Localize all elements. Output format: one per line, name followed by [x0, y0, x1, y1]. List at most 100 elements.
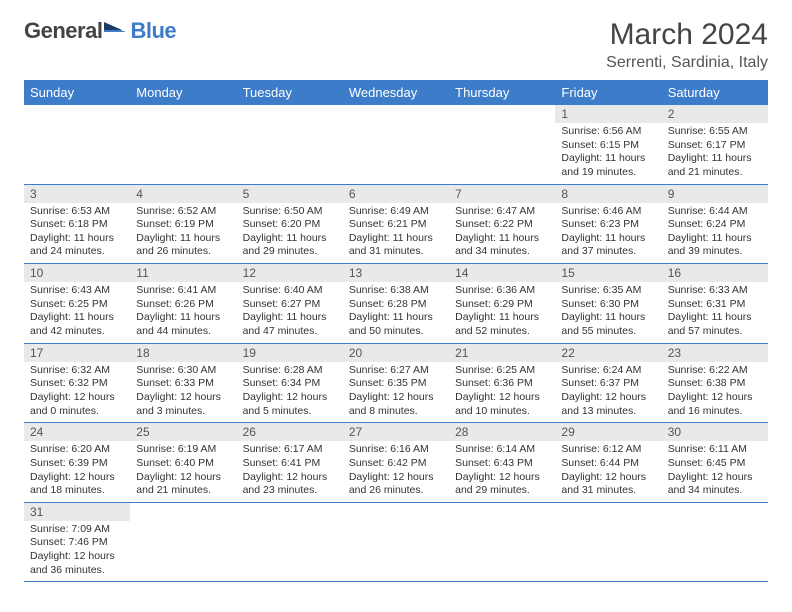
daylight-line: Daylight: 12 hours and 13 minutes. [561, 391, 655, 418]
daylight-line: Daylight: 11 hours and 26 minutes. [136, 232, 230, 259]
day-number: 8 [555, 185, 661, 203]
calendar-cell: 31Sunrise: 7:09 AMSunset: 7:46 PMDayligh… [24, 502, 130, 582]
day-number: 13 [343, 264, 449, 282]
day-details: Sunrise: 6:50 AMSunset: 6:20 PMDaylight:… [237, 203, 343, 264]
sunset-line: Sunset: 6:18 PM [30, 218, 124, 232]
sunset-line: Sunset: 6:44 PM [561, 457, 655, 471]
sunset-line: Sunset: 6:15 PM [561, 139, 655, 153]
calendar-cell: 17Sunrise: 6:32 AMSunset: 6:32 PMDayligh… [24, 343, 130, 423]
calendar-row: 24Sunrise: 6:20 AMSunset: 6:39 PMDayligh… [24, 423, 768, 503]
weekday-header: Thursday [449, 80, 555, 105]
day-number: 25 [130, 423, 236, 441]
daylight-line: Daylight: 12 hours and 29 minutes. [455, 471, 549, 498]
daylight-line: Daylight: 11 hours and 37 minutes. [561, 232, 655, 259]
day-details: Sunrise: 6:55 AMSunset: 6:17 PMDaylight:… [662, 123, 768, 184]
calendar-cell: 27Sunrise: 6:16 AMSunset: 6:42 PMDayligh… [343, 423, 449, 503]
calendar-cell: 2Sunrise: 6:55 AMSunset: 6:17 PMDaylight… [662, 105, 768, 184]
sunset-line: Sunset: 6:30 PM [561, 298, 655, 312]
sunrise-line: Sunrise: 6:19 AM [136, 443, 230, 457]
calendar-cell: 21Sunrise: 6:25 AMSunset: 6:36 PMDayligh… [449, 343, 555, 423]
calendar-cell: 5Sunrise: 6:50 AMSunset: 6:20 PMDaylight… [237, 184, 343, 264]
sunset-line: Sunset: 6:33 PM [136, 377, 230, 391]
sunset-line: Sunset: 6:22 PM [455, 218, 549, 232]
sunrise-line: Sunrise: 6:53 AM [30, 205, 124, 219]
flag-icon [104, 20, 128, 38]
day-number: 21 [449, 344, 555, 362]
day-number: 27 [343, 423, 449, 441]
calendar-cell: 9Sunrise: 6:44 AMSunset: 6:24 PMDaylight… [662, 184, 768, 264]
calendar-row: 31Sunrise: 7:09 AMSunset: 7:46 PMDayligh… [24, 502, 768, 582]
calendar-cell-blank [237, 502, 343, 582]
calendar-cell-blank [130, 105, 236, 184]
calendar-cell: 3Sunrise: 6:53 AMSunset: 6:18 PMDaylight… [24, 184, 130, 264]
daylight-line: Daylight: 11 hours and 29 minutes. [243, 232, 337, 259]
sunrise-line: Sunrise: 6:55 AM [668, 125, 762, 139]
page-header: GeneralBlue March 2024 Serrenti, Sardini… [24, 18, 768, 72]
sunset-line: Sunset: 6:27 PM [243, 298, 337, 312]
day-number: 24 [24, 423, 130, 441]
day-number: 10 [24, 264, 130, 282]
weekday-header: Friday [555, 80, 661, 105]
day-details: Sunrise: 6:46 AMSunset: 6:23 PMDaylight:… [555, 203, 661, 264]
day-number: 14 [449, 264, 555, 282]
weekday-header: Monday [130, 80, 236, 105]
day-details: Sunrise: 6:32 AMSunset: 6:32 PMDaylight:… [24, 362, 130, 423]
sunrise-line: Sunrise: 6:27 AM [349, 364, 443, 378]
sunrise-line: Sunrise: 6:20 AM [30, 443, 124, 457]
day-number: 6 [343, 185, 449, 203]
day-details: Sunrise: 6:56 AMSunset: 6:15 PMDaylight:… [555, 123, 661, 184]
daylight-line: Daylight: 11 hours and 55 minutes. [561, 311, 655, 338]
daylight-line: Daylight: 12 hours and 34 minutes. [668, 471, 762, 498]
calendar-cell: 23Sunrise: 6:22 AMSunset: 6:38 PMDayligh… [662, 343, 768, 423]
sunset-line: Sunset: 6:23 PM [561, 218, 655, 232]
sunrise-line: Sunrise: 6:46 AM [561, 205, 655, 219]
sunrise-line: Sunrise: 6:11 AM [668, 443, 762, 457]
day-number: 23 [662, 344, 768, 362]
daylight-line: Daylight: 11 hours and 21 minutes. [668, 152, 762, 179]
sunset-line: Sunset: 6:37 PM [561, 377, 655, 391]
sunset-line: Sunset: 6:26 PM [136, 298, 230, 312]
calendar-table: SundayMondayTuesdayWednesdayThursdayFrid… [24, 80, 768, 582]
sunset-line: Sunset: 6:36 PM [455, 377, 549, 391]
sunrise-line: Sunrise: 6:32 AM [30, 364, 124, 378]
day-number: 7 [449, 185, 555, 203]
day-details: Sunrise: 6:24 AMSunset: 6:37 PMDaylight:… [555, 362, 661, 423]
weekday-header: Saturday [662, 80, 768, 105]
brand-part1: General [24, 18, 102, 44]
sunrise-line: Sunrise: 6:41 AM [136, 284, 230, 298]
daylight-line: Daylight: 11 hours and 52 minutes. [455, 311, 549, 338]
sunset-line: Sunset: 6:19 PM [136, 218, 230, 232]
calendar-cell: 15Sunrise: 6:35 AMSunset: 6:30 PMDayligh… [555, 264, 661, 344]
day-number: 30 [662, 423, 768, 441]
calendar-row: 3Sunrise: 6:53 AMSunset: 6:18 PMDaylight… [24, 184, 768, 264]
sunrise-line: Sunrise: 6:38 AM [349, 284, 443, 298]
sunset-line: Sunset: 6:24 PM [668, 218, 762, 232]
sunset-line: Sunset: 7:46 PM [30, 536, 124, 550]
sunrise-line: Sunrise: 6:28 AM [243, 364, 337, 378]
sunrise-line: Sunrise: 6:49 AM [349, 205, 443, 219]
day-details: Sunrise: 6:14 AMSunset: 6:43 PMDaylight:… [449, 441, 555, 502]
sunrise-line: Sunrise: 6:50 AM [243, 205, 337, 219]
calendar-cell: 25Sunrise: 6:19 AMSunset: 6:40 PMDayligh… [130, 423, 236, 503]
title-block: March 2024 Serrenti, Sardinia, Italy [606, 18, 768, 72]
weekday-header: Sunday [24, 80, 130, 105]
day-details: Sunrise: 7:09 AMSunset: 7:46 PMDaylight:… [24, 521, 130, 582]
sunset-line: Sunset: 6:41 PM [243, 457, 337, 471]
day-number: 17 [24, 344, 130, 362]
day-details: Sunrise: 6:41 AMSunset: 6:26 PMDaylight:… [130, 282, 236, 343]
sunset-line: Sunset: 6:29 PM [455, 298, 549, 312]
calendar-cell-blank [449, 502, 555, 582]
sunset-line: Sunset: 6:38 PM [668, 377, 762, 391]
sunset-line: Sunset: 6:28 PM [349, 298, 443, 312]
day-details: Sunrise: 6:43 AMSunset: 6:25 PMDaylight:… [24, 282, 130, 343]
daylight-line: Daylight: 11 hours and 39 minutes. [668, 232, 762, 259]
calendar-cell: 8Sunrise: 6:46 AMSunset: 6:23 PMDaylight… [555, 184, 661, 264]
day-details: Sunrise: 6:49 AMSunset: 6:21 PMDaylight:… [343, 203, 449, 264]
sunset-line: Sunset: 6:34 PM [243, 377, 337, 391]
day-number: 15 [555, 264, 661, 282]
sunrise-line: Sunrise: 6:16 AM [349, 443, 443, 457]
daylight-line: Daylight: 12 hours and 21 minutes. [136, 471, 230, 498]
day-number: 20 [343, 344, 449, 362]
sunrise-line: Sunrise: 6:56 AM [561, 125, 655, 139]
calendar-cell: 19Sunrise: 6:28 AMSunset: 6:34 PMDayligh… [237, 343, 343, 423]
